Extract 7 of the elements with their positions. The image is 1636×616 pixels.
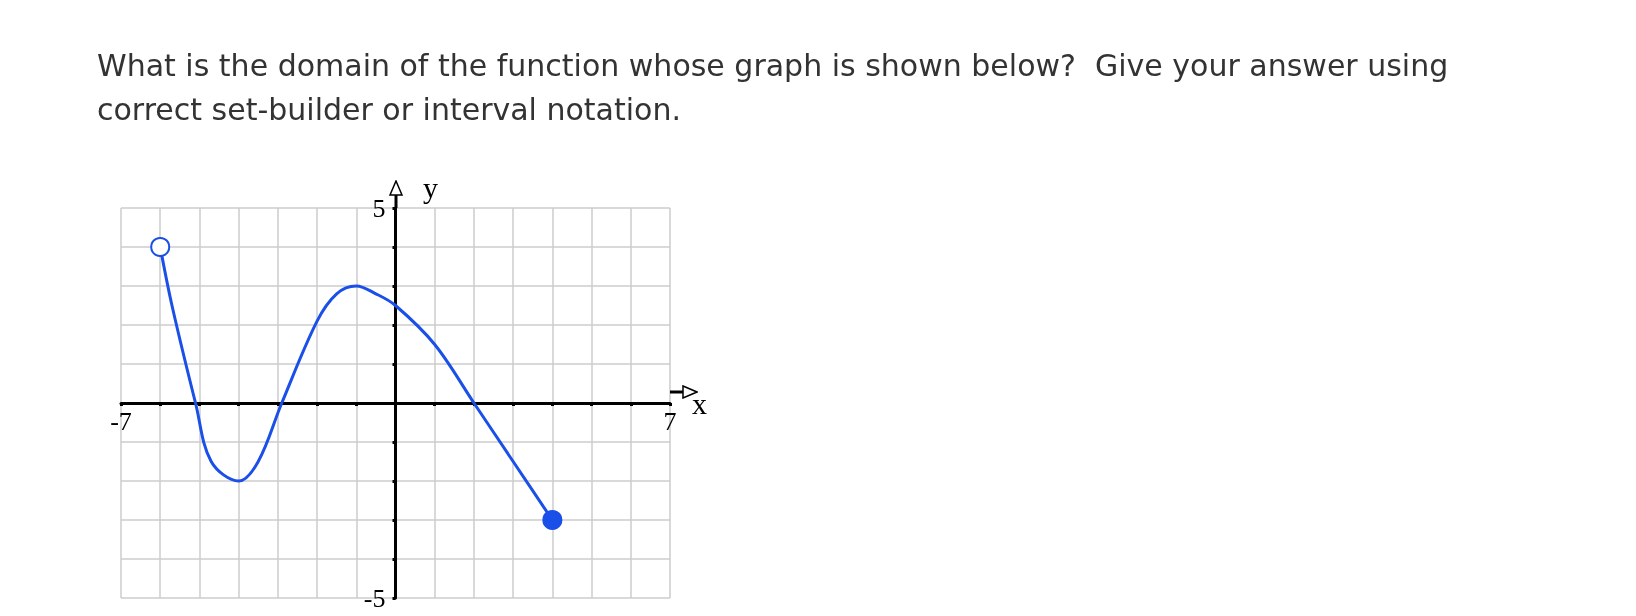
x-tick-label: -7 [110,406,132,436]
x-tick-label: 7 [663,406,677,436]
y-tick-label: 5 [372,193,386,223]
text: What is the domain of the function whose graph is shown below? Give your answer using correct set-builder or interval notation. [97,47,1458,127]
x-axis-title: x [692,386,707,420]
y-tick-label: -5 [363,583,386,613]
y-axis-title: y [423,170,438,204]
